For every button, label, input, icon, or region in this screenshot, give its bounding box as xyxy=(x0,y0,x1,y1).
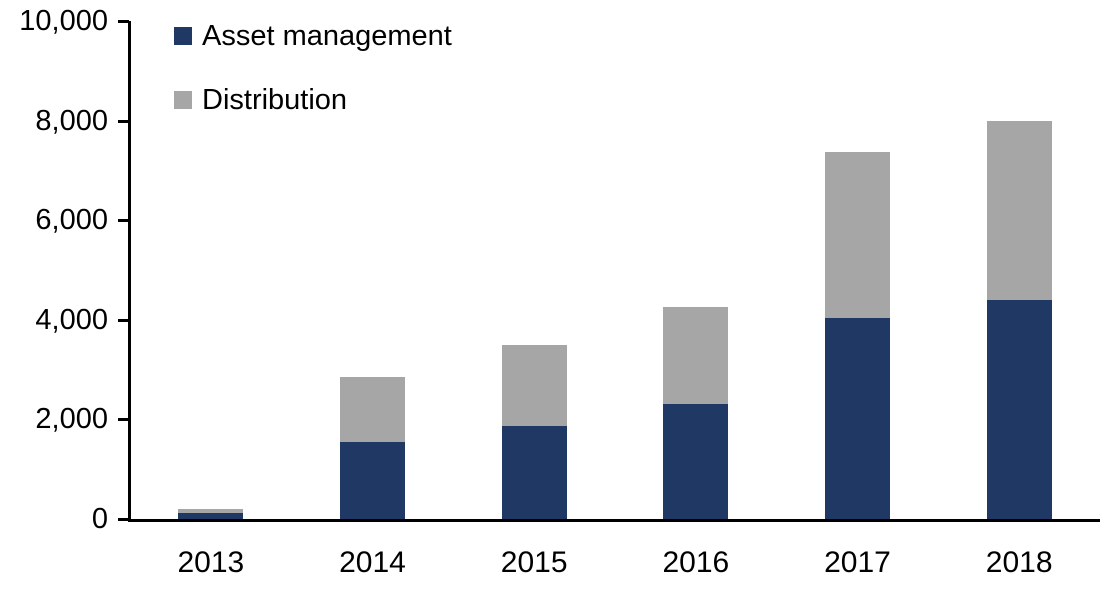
y-axis-line xyxy=(128,21,131,521)
x-tick-label: 2018 xyxy=(985,546,1053,579)
bar-2017-distribution xyxy=(825,151,890,318)
x-axis-line xyxy=(128,519,1100,522)
bar-2014-distribution xyxy=(340,377,405,442)
bar-2016-distribution xyxy=(663,307,729,405)
bar-2014-asset-management xyxy=(340,441,405,519)
bar-2015-distribution xyxy=(501,344,567,426)
legend: Asset management Distribution xyxy=(174,18,452,146)
x-tick-label: 2015 xyxy=(500,546,568,579)
bar-2018-asset-management xyxy=(986,299,1052,519)
legend-swatch-icon xyxy=(174,91,192,109)
y-tick-label: 4,000 xyxy=(35,303,108,336)
y-tick-label: 8,000 xyxy=(35,104,108,137)
bar-2017-asset-management xyxy=(825,317,890,519)
bar-2016-asset-management xyxy=(663,404,729,519)
legend-item-distribution: Distribution xyxy=(174,82,452,118)
y-tick-label: 10,000 xyxy=(19,5,108,37)
x-tick-label: 2013 xyxy=(177,546,245,579)
legend-item-asset-management: Asset management xyxy=(174,18,452,54)
x-tick-label: 2014 xyxy=(339,546,406,579)
y-tick-mark xyxy=(118,20,129,23)
y-tick-label: 6,000 xyxy=(35,204,108,237)
y-tick-mark xyxy=(118,418,129,422)
bar-2015-asset-management xyxy=(501,425,567,519)
y-tick-label: 2,000 xyxy=(35,403,108,436)
bar-2018-distribution xyxy=(986,120,1052,300)
x-tick-label: 2016 xyxy=(662,546,730,579)
y-tick-mark xyxy=(118,318,129,322)
y-tick-mark xyxy=(118,219,129,223)
legend-swatch-icon xyxy=(174,27,192,45)
y-tick-mark xyxy=(118,518,129,521)
legend-label: Distribution xyxy=(202,83,348,116)
x-tick-label: 2017 xyxy=(824,546,891,579)
y-tick-mark xyxy=(118,119,129,123)
bar-2013-asset-management xyxy=(178,513,244,519)
y-tick-label: 0 xyxy=(91,503,108,535)
bar-2013-distribution xyxy=(178,509,244,513)
legend-label: Asset management xyxy=(202,19,452,52)
